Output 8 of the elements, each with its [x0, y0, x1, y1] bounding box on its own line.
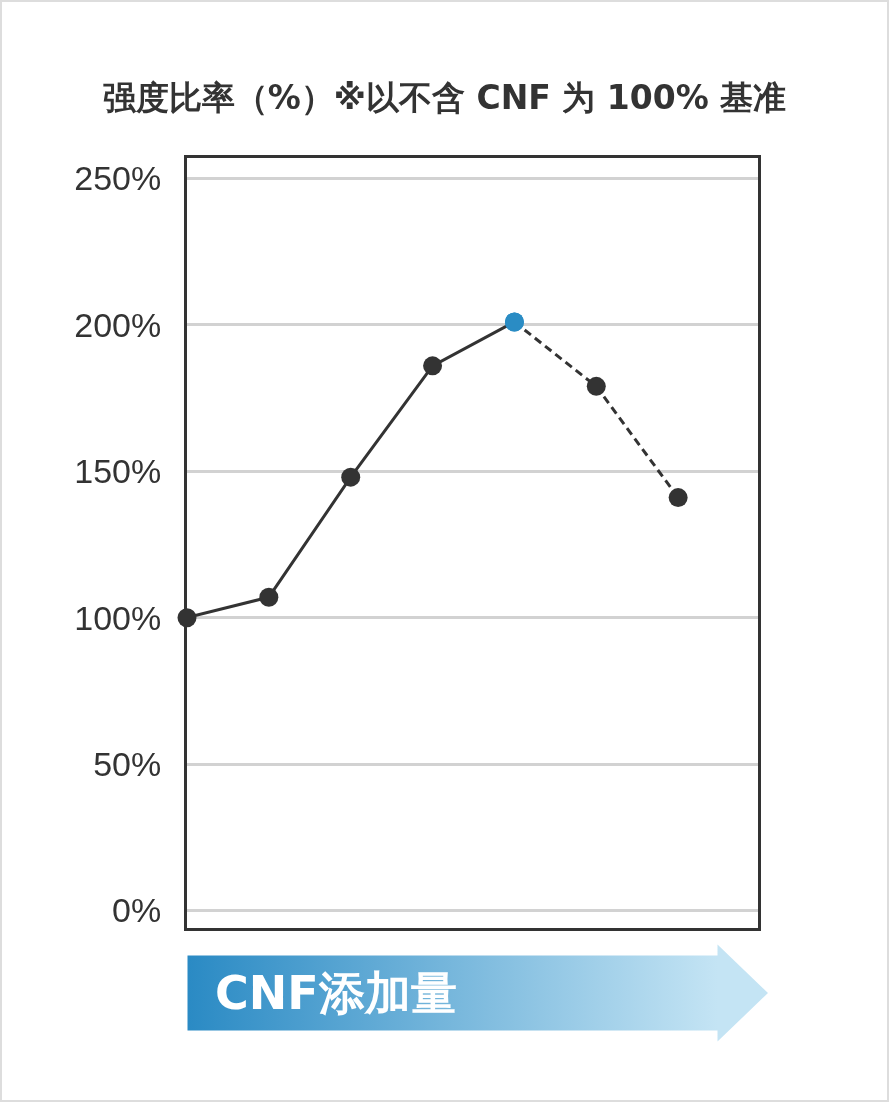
- y-tick-label: 150%: [74, 452, 162, 491]
- chart-title: 强度比率（%）※以不含 CNF 为 100% 基准: [102, 77, 787, 117]
- y-tick-label: 100%: [74, 598, 162, 637]
- y-tick-label: 200%: [74, 305, 162, 344]
- y-tick-label: 0%: [112, 891, 162, 930]
- y-tick-label: 250%: [74, 159, 162, 198]
- y-tick-label: 50%: [93, 744, 162, 783]
- x-axis-title: CNF添加量: [215, 966, 457, 1020]
